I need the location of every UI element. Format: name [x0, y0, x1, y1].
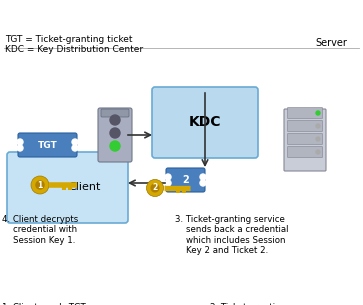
- Circle shape: [316, 111, 320, 115]
- Circle shape: [110, 128, 120, 138]
- FancyBboxPatch shape: [287, 107, 322, 119]
- Text: 2. Ticket-granting
    service decrypts
    TGT and
    authenticator.: 2. Ticket-granting service decrypts TGT …: [210, 303, 292, 305]
- FancyBboxPatch shape: [284, 109, 326, 171]
- Circle shape: [165, 180, 171, 186]
- FancyBboxPatch shape: [166, 168, 205, 192]
- Circle shape: [110, 141, 120, 151]
- Text: 4. Client decrypts
    credential with
    Session Key 1.: 4. Client decrypts credential with Sessi…: [2, 215, 78, 245]
- FancyBboxPatch shape: [101, 109, 129, 117]
- FancyBboxPatch shape: [7, 152, 128, 223]
- FancyBboxPatch shape: [18, 133, 77, 157]
- FancyBboxPatch shape: [287, 134, 322, 145]
- Circle shape: [316, 124, 320, 128]
- Circle shape: [72, 145, 78, 151]
- Circle shape: [31, 176, 49, 194]
- Circle shape: [151, 184, 159, 192]
- Text: 1. Client sends TGT
    and authenticator
    encrypted with
    session key 1
 : 1. Client sends TGT and authenticator en…: [2, 303, 90, 305]
- Text: TGT: TGT: [38, 141, 57, 149]
- Circle shape: [17, 139, 23, 145]
- Circle shape: [17, 145, 23, 151]
- Circle shape: [316, 150, 320, 154]
- Text: 1: 1: [37, 181, 42, 189]
- FancyBboxPatch shape: [287, 146, 322, 157]
- Text: 2: 2: [152, 184, 158, 192]
- Text: KDC: KDC: [189, 116, 221, 130]
- Circle shape: [165, 174, 171, 180]
- Circle shape: [200, 180, 206, 186]
- Text: 2: 2: [182, 175, 189, 185]
- Circle shape: [110, 115, 120, 125]
- FancyBboxPatch shape: [287, 120, 322, 131]
- FancyBboxPatch shape: [152, 87, 258, 158]
- Text: Server: Server: [315, 38, 347, 48]
- Circle shape: [200, 174, 206, 180]
- Circle shape: [36, 181, 44, 189]
- Text: Client: Client: [69, 182, 101, 192]
- Circle shape: [146, 179, 164, 196]
- Circle shape: [72, 139, 78, 145]
- Circle shape: [316, 137, 320, 141]
- Text: TGT = Ticket-granting ticket
KDC = Key Distribution Center: TGT = Ticket-granting ticket KDC = Key D…: [5, 35, 143, 54]
- FancyBboxPatch shape: [98, 108, 132, 162]
- Text: 3. Ticket-granting service
    sends back a credential
    which includes Sessio: 3. Ticket-granting service sends back a …: [175, 215, 289, 255]
